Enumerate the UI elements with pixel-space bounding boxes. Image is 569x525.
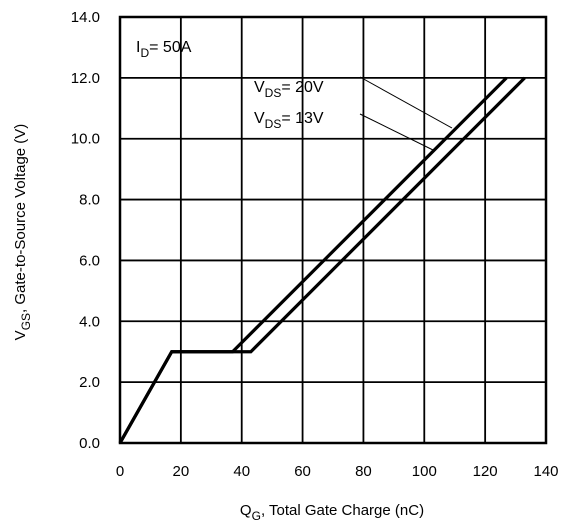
series-label-vds-13v: VDS= 13V [254,110,324,131]
y-tick-label: 12.0 [71,70,100,87]
y-tick-labels: 0.0 2.0 4.0 6.0 8.0 10.0 12.0 14.0 [71,9,100,452]
x-tick-label: 0 [116,463,124,480]
x-tick-label: 100 [412,463,437,480]
y-tick-label: 2.0 [79,374,100,391]
y-tick-label: 6.0 [79,252,100,269]
x-tick-label: 60 [294,463,311,480]
series-line-1 [118,76,508,444]
x-axis-label: QG, Total Gate Charge (nC) [240,502,424,523]
y-axis-label: VGS, Gate-to-Source Voltage (V) [12,124,33,341]
x-tick-label: 120 [473,463,498,480]
x-tick-label: 40 [233,463,250,480]
x-tick-labels: 0 20 40 60 80 100 120 140 [116,463,559,480]
y-tick-label: 0.0 [79,435,100,452]
drain-current-annotation: ID= 50A [136,39,192,60]
y-tick-label: 14.0 [71,9,100,26]
series-label-vds-20v: VDS= 20V [254,79,324,100]
y-tick-label: 10.0 [71,131,100,148]
y-tick-label: 8.0 [79,192,100,209]
leader-line-20v [359,76,453,129]
y-tick-label: 4.0 [79,313,100,330]
leader-line-13v [359,113,434,151]
x-tick-label: 140 [533,463,558,480]
grid [120,17,546,443]
x-tick-label: 20 [173,463,190,480]
plot-frame [118,15,548,445]
series-lines [118,76,526,444]
x-tick-label: 80 [355,463,372,480]
